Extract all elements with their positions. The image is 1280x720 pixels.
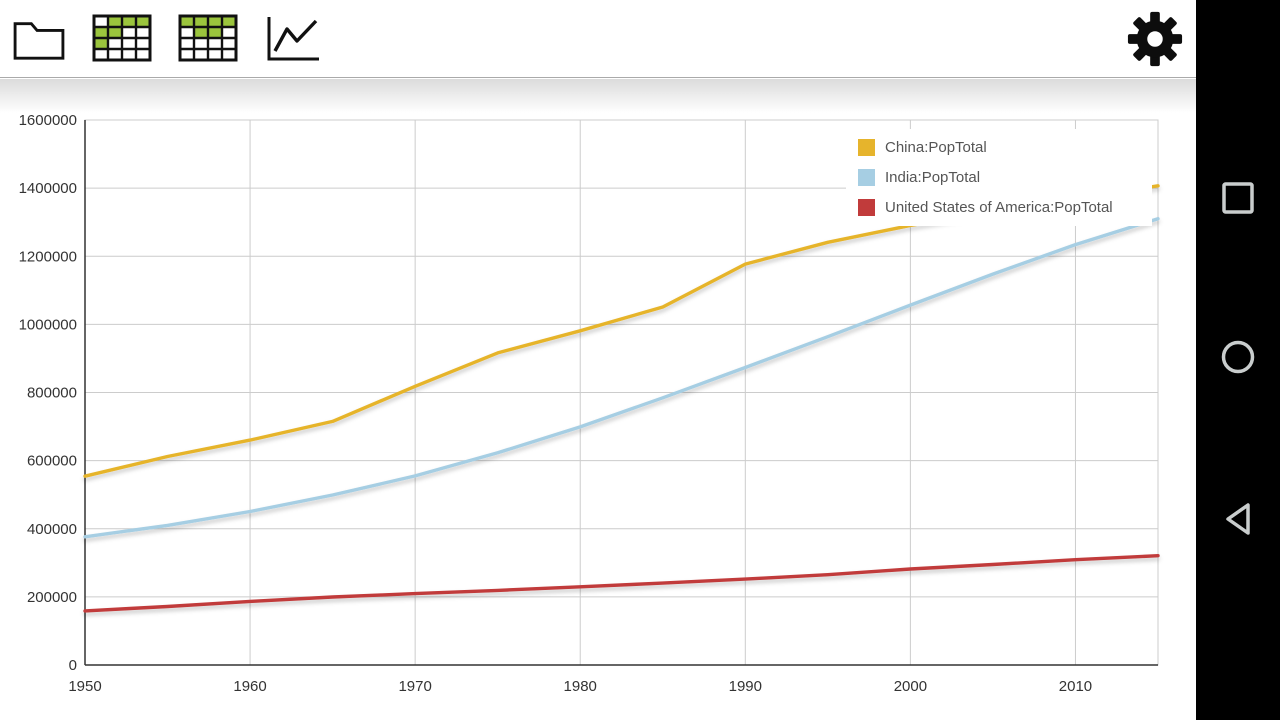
- triangle-left-icon: [1226, 503, 1250, 535]
- table-grid-icon: [92, 14, 152, 61]
- y-tick-label: 600000: [27, 453, 77, 470]
- y-tick-label: 200000: [27, 589, 77, 606]
- legend-label: United States of America:PopTotal: [885, 199, 1113, 216]
- legend-label: India:PopTotal: [885, 169, 981, 186]
- x-tick-label: 2010: [1059, 678, 1092, 695]
- x-tick-label: 1970: [398, 678, 431, 695]
- legend-swatch: [858, 169, 875, 186]
- x-tick-label: 1960: [233, 678, 266, 695]
- folder-icon: [13, 21, 65, 60]
- legend-swatch: [858, 199, 875, 216]
- legend-item: China:PopTotal: [858, 137, 1140, 158]
- series-line-1: [83, 184, 1160, 478]
- legend-swatch: [858, 139, 875, 156]
- table-view-button[interactable]: [92, 14, 152, 64]
- y-tick-label: 800000: [27, 385, 77, 402]
- x-tick-label: 1980: [564, 678, 597, 695]
- y-tick-label: 1400000: [19, 180, 77, 197]
- y-tick-label: 1600000: [19, 112, 77, 129]
- line-chart-icon: [267, 16, 319, 60]
- back-button[interactable]: [1222, 499, 1254, 539]
- table-grid-icon-2: [178, 14, 238, 61]
- x-tick-label: 1990: [729, 678, 762, 695]
- toolbar: [0, 0, 1196, 78]
- x-tick-label: 1950: [68, 678, 101, 695]
- y-tick-label: 1200000: [19, 248, 77, 265]
- legend-item: India:PopTotal: [858, 167, 1140, 188]
- recents-button[interactable]: [1221, 181, 1255, 215]
- android-nav-bar: [1196, 0, 1280, 720]
- open-file-button[interactable]: [12, 17, 66, 61]
- series-line-2: [83, 216, 1160, 539]
- home-button[interactable]: [1220, 339, 1256, 375]
- gear-icon: [1127, 11, 1183, 66]
- chart-view-button[interactable]: [264, 14, 322, 64]
- y-tick-label: 1000000: [19, 316, 77, 333]
- y-tick-label: 0: [69, 657, 77, 674]
- population-line-chart: 0 200000 400000 600000 800000 1000000 1200000 1…: [19, 112, 1160, 695]
- y-tick-label: 400000: [27, 521, 77, 538]
- x-tick-label: 2000: [894, 678, 927, 695]
- chart-legend: China:PopTotal India:PopTotal United State…: [846, 129, 1152, 226]
- legend-item: United States of America:PopTotal: [858, 197, 1140, 218]
- circle-icon: [1221, 340, 1255, 374]
- series-line-3: [83, 554, 1160, 613]
- pivot-table-button[interactable]: [178, 14, 238, 64]
- square-icon: [1222, 182, 1254, 214]
- settings-button[interactable]: [1126, 10, 1184, 68]
- chart-panel: 0 200000 400000 600000 800000 1000000 1200000 1…: [0, 79, 1196, 720]
- legend-label: China:PopTotal: [885, 139, 987, 156]
